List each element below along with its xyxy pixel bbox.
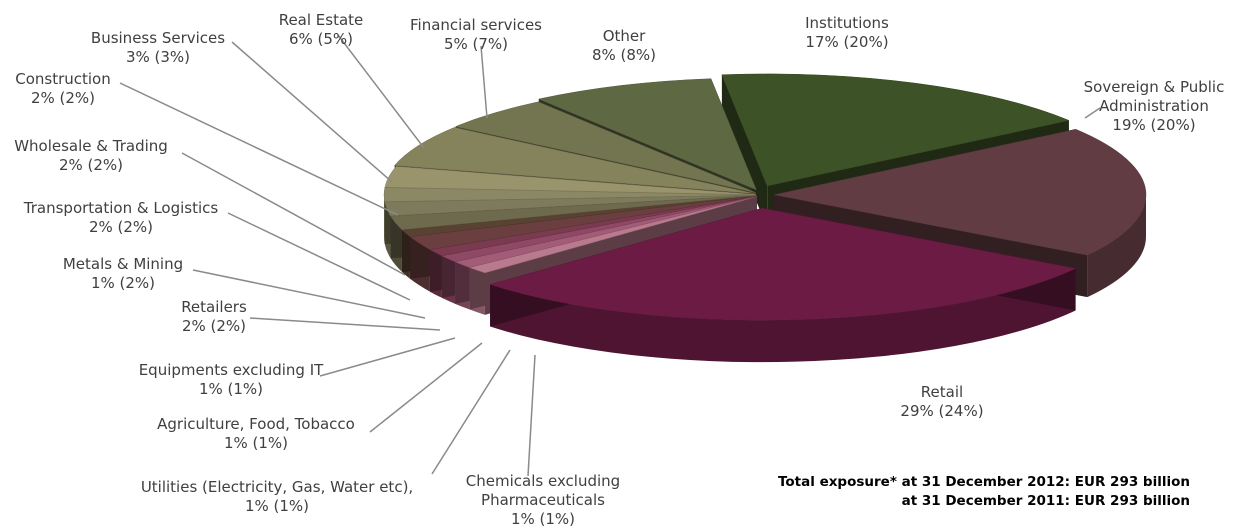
slice-tops [383, 73, 1147, 321]
slice-label-1: Sovereign & Public Administration 19% (20%… [1084, 78, 1225, 134]
slice-label-3: Chemicals excluding Pharmaceuticals 1% (1%… [466, 472, 620, 528]
slice-label-10: Wholesale & Trading 2% (2%) [14, 137, 168, 174]
slice-label-12: Business Services 3% (3%) [91, 29, 225, 66]
leader-line-7 [249, 317, 441, 331]
slice-side-2 [490, 268, 1076, 363]
leader-line-12 [231, 41, 393, 183]
leader-lines [119, 34, 1101, 477]
slice-label-8: Metals & Mining 1% (2%) [63, 255, 183, 292]
slice-label-11: Construction 2% (2%) [15, 70, 111, 107]
slice-top-2 [489, 207, 1077, 321]
slice-label-4: Utilities (Electricity, Gas, Water etc),… [141, 478, 413, 515]
slice-top-14 [454, 101, 756, 193]
leader-line-6 [319, 337, 456, 377]
total-exposure-2012: Total exposure* at 31 December 2012: EUR… [777, 474, 1190, 490]
slice-side-1 [1087, 194, 1146, 298]
slice-top-11 [383, 187, 757, 202]
leader-line-8 [192, 269, 426, 319]
leader-line-11 [119, 82, 399, 216]
slice-top-0 [721, 73, 1070, 187]
slice-label-0: Institutions 17% (20%) [805, 14, 889, 51]
leader-line-4 [431, 349, 511, 475]
leader-line-10 [181, 152, 406, 276]
slice-top-13 [394, 127, 755, 194]
leader-line-5 [369, 342, 483, 433]
leader-line-1 [1084, 107, 1101, 119]
slice-top-9 [390, 195, 757, 231]
slice-side-11 [384, 194, 385, 244]
leader-line-14 [480, 45, 488, 119]
slice-top-1 [773, 129, 1147, 256]
total-exposure-note: Total exposure* at 31 December 2012: EUR… [778, 473, 1190, 511]
slice-label-9: Transportation & Logistics 2% (2%) [23, 199, 219, 236]
slice-label-15: Other 8% (8%) [592, 27, 656, 64]
slice-labels: Institutions 17% (20%) Sovereign & Public A… [14, 11, 1224, 528]
slice-top-15 [537, 78, 757, 191]
leader-line-3 [527, 354, 536, 477]
slice-label-5: Agriculture, Food, Tobacco 1% (1%) [157, 415, 355, 452]
slice-top-12 [384, 166, 757, 195]
slice-label-7: Retailers 2% (2%) [181, 298, 247, 335]
leader-line-9 [227, 212, 411, 301]
total-exposure-2011: at 31 December 2011: EUR 293 billion [901, 493, 1190, 509]
slice-label-13: Real Estate 6% (5%) [279, 11, 364, 48]
leader-line-13 [337, 34, 425, 149]
slice-label-6: Equipments excluding IT 1% (1%) [139, 361, 324, 398]
slice-label-2: Retail 29% (24%) [900, 383, 983, 420]
slice-label-14: Financial services 5% (7%) [410, 16, 542, 53]
